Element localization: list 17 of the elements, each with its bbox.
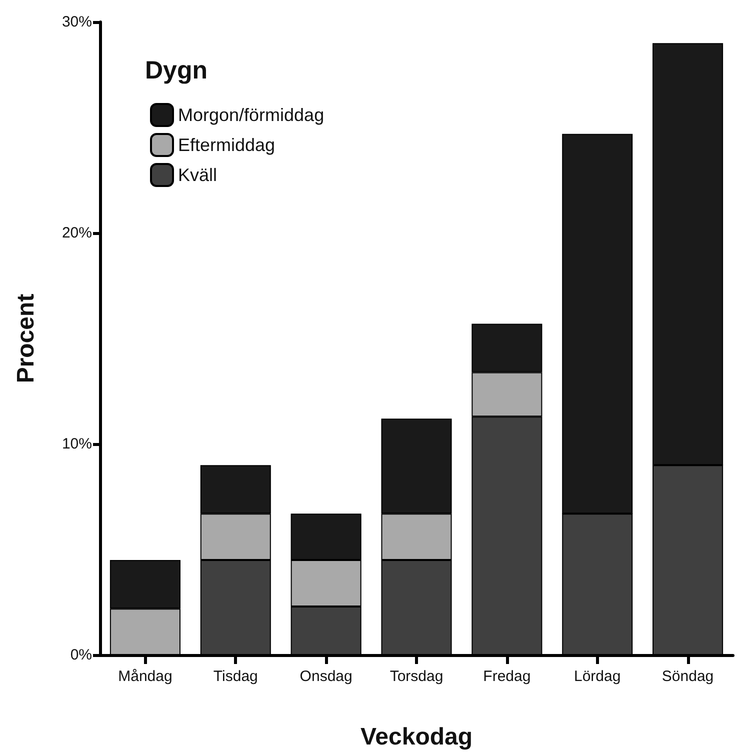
x-tick-label: Onsdag [300,668,352,685]
legend-title: Dygn [145,56,208,84]
y-tick-label: 20% [62,224,92,242]
y-tick-label: 0% [70,646,92,664]
y-tick-label: 10% [62,436,92,452]
x-tick-label: Söndag [662,668,714,685]
x-tick-label: Fredag [483,668,531,685]
y-axis-title: Procent [12,294,40,384]
legend-label: Eftermiddag [178,135,276,155]
legend-label: Kväll [178,165,218,185]
x-tick-label: Måndag [118,668,172,685]
x-axis-title: Veckodag [360,724,473,750]
y-tick-label: 30% [62,14,92,30]
x-tick-label: Torsdag [390,668,444,685]
x-tick-label: Tisdag [213,668,258,685]
legend-label: Morgon/förmiddag [178,105,324,125]
x-tick-label: Lördag [574,668,621,685]
